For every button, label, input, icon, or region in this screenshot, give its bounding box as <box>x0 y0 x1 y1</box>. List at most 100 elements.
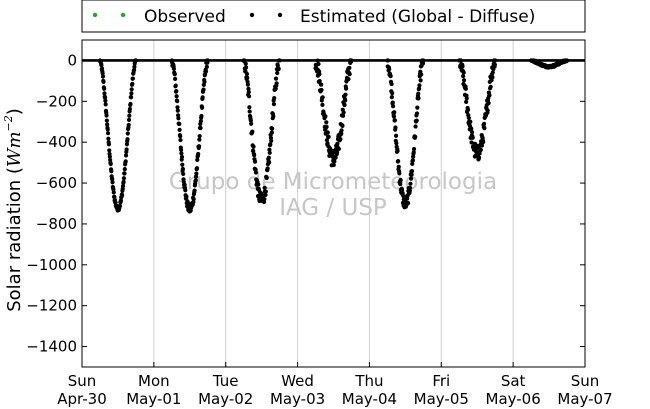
data-point <box>485 108 490 113</box>
data-point <box>476 155 482 160</box>
data-point <box>130 81 135 86</box>
data-point <box>392 110 397 115</box>
data-point <box>315 58 320 63</box>
data-point <box>461 70 466 75</box>
y-tick-label: −1400 <box>26 338 77 356</box>
data-point <box>408 181 413 186</box>
data-point <box>346 76 351 82</box>
data-point <box>319 87 324 93</box>
data-point <box>123 159 128 164</box>
data-point <box>393 133 399 138</box>
gridlines <box>153 40 514 367</box>
data-point <box>396 164 401 169</box>
data-point <box>132 67 137 73</box>
data-point <box>391 114 397 119</box>
data-point <box>244 71 250 77</box>
data-point <box>178 137 183 143</box>
data-point <box>341 110 346 115</box>
data-point <box>247 105 252 110</box>
data-point <box>197 133 202 139</box>
data-point <box>246 86 251 92</box>
x-tick-label-day: Mon <box>138 372 170 390</box>
data-point <box>252 159 258 164</box>
data-point <box>414 118 419 123</box>
data-point <box>463 86 468 91</box>
data-point <box>464 99 469 104</box>
data-point <box>204 64 209 69</box>
data-point <box>490 70 495 75</box>
data-point <box>191 197 196 202</box>
data-point <box>194 166 200 171</box>
data-point <box>267 147 272 152</box>
data-point <box>246 94 252 99</box>
data-point <box>488 84 493 89</box>
data-point <box>461 78 467 83</box>
data-point <box>265 166 270 171</box>
data-point <box>332 159 337 164</box>
data-point <box>101 79 106 84</box>
data-point <box>177 127 182 133</box>
data-point <box>481 139 486 145</box>
data-point <box>343 98 348 103</box>
data-point <box>266 155 271 160</box>
x-tick-label-day: Sun <box>68 372 97 390</box>
data-point <box>252 153 257 158</box>
y-axis-label-group: Solar radiation (Wm−2) <box>2 108 25 312</box>
data-point <box>393 125 398 130</box>
data-point <box>336 146 341 152</box>
data-point <box>179 154 185 160</box>
data-point <box>417 86 422 91</box>
y-tick-label: −1200 <box>26 297 77 315</box>
data-point <box>324 138 330 143</box>
data-point <box>194 171 199 176</box>
data-point <box>338 137 343 142</box>
data-point <box>103 102 108 107</box>
data-points <box>97 58 570 214</box>
data-point <box>262 185 267 190</box>
data-point <box>180 162 185 167</box>
data-point <box>179 151 184 156</box>
data-point <box>245 75 250 80</box>
y-axis-label-var: Wm <box>4 131 25 167</box>
data-point <box>245 82 250 87</box>
data-point <box>413 134 418 139</box>
data-point <box>192 188 197 193</box>
data-point <box>273 86 278 91</box>
data-point <box>180 166 185 172</box>
x-tick-label-date: Apr-30 <box>57 390 107 408</box>
data-point <box>105 131 111 136</box>
data-point <box>129 87 134 92</box>
data-point <box>390 104 396 109</box>
data-point <box>415 105 420 110</box>
data-point <box>411 150 416 155</box>
legend-observed-label: Observed <box>144 7 226 27</box>
data-point <box>124 147 129 152</box>
data-point <box>394 141 399 146</box>
data-point <box>421 58 426 63</box>
data-point <box>105 122 110 127</box>
data-point <box>319 82 324 87</box>
data-point <box>103 98 108 103</box>
data-point <box>121 176 127 181</box>
data-point <box>109 169 114 174</box>
data-point <box>200 95 205 100</box>
data-point <box>395 148 400 154</box>
data-point <box>269 138 274 143</box>
data-point <box>105 127 110 132</box>
data-point <box>320 95 325 100</box>
data-point <box>416 96 421 101</box>
y-axis-label-main: Solar radiation ( <box>4 167 25 312</box>
data-point <box>398 182 403 187</box>
data-point <box>251 144 256 149</box>
data-point <box>125 137 130 142</box>
data-point <box>129 95 134 100</box>
data-point <box>120 184 126 189</box>
data-point <box>253 170 259 175</box>
x-tick-label-day: Sat <box>501 372 526 390</box>
data-point <box>326 134 331 139</box>
data-point <box>174 88 179 94</box>
data-point <box>99 63 104 68</box>
data-point <box>203 69 209 74</box>
data-point <box>390 91 395 96</box>
data-point <box>411 146 417 152</box>
